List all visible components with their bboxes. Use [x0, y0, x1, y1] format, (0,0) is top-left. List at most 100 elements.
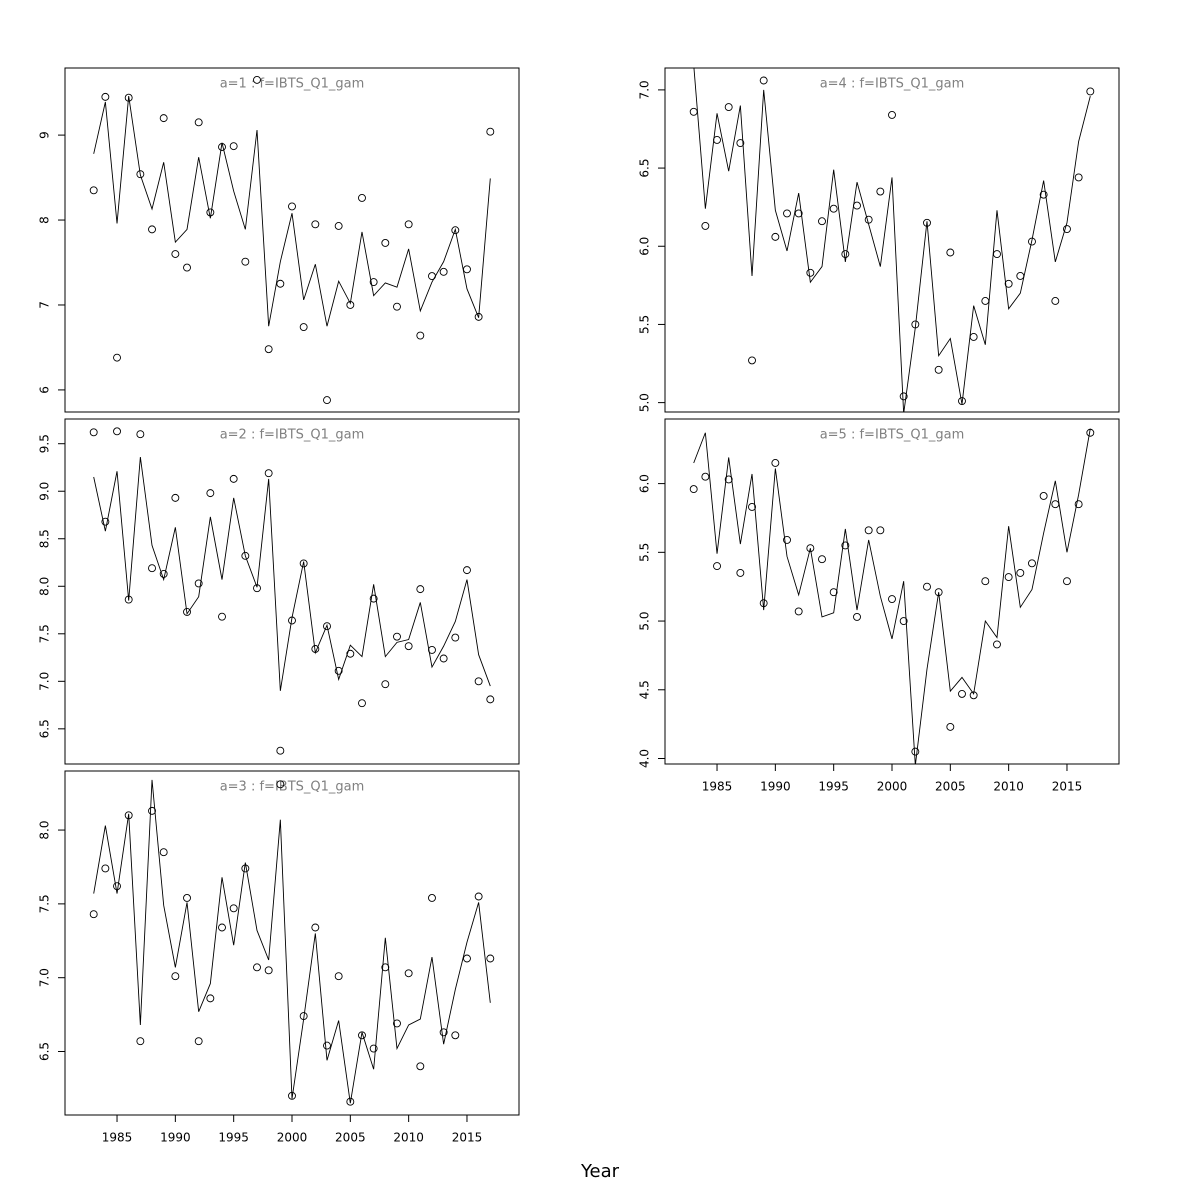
data-point [1039, 190, 1048, 199]
data-point [101, 864, 110, 873]
data-point [911, 747, 920, 756]
x-tick-label: 1995 [818, 780, 849, 794]
data-point [148, 564, 156, 573]
data-point [241, 864, 250, 873]
data-point [1039, 492, 1048, 500]
data-point [701, 221, 710, 230]
data-point [841, 250, 850, 259]
data-point [794, 607, 803, 616]
y-tick-label: 7.0 [38, 968, 52, 987]
data-point [276, 780, 285, 789]
data-point [183, 894, 191, 902]
y-tick-label: 8.5 [38, 529, 52, 548]
data-point [241, 551, 250, 560]
data-point [183, 263, 191, 272]
panel-frame [64, 418, 520, 765]
data-point [474, 677, 483, 686]
data-point [829, 204, 838, 213]
y-tick-label: 4.5 [638, 680, 652, 699]
panel-frame [64, 67, 520, 413]
y-tick-label: 5.0 [638, 393, 652, 412]
data-point [864, 526, 873, 535]
data-point [818, 217, 826, 226]
data-point [1004, 279, 1013, 288]
data-point [993, 640, 1001, 649]
data-point [829, 588, 838, 597]
x-tick-label: 1985 [102, 1131, 133, 1145]
data-point [171, 493, 180, 502]
y-tick-label: 6.0 [638, 474, 652, 493]
data-point [323, 396, 331, 405]
data-point [346, 649, 355, 658]
data-point [299, 323, 308, 332]
y-tick-label: 7.5 [38, 624, 52, 643]
data-point [171, 250, 180, 258]
data-point [806, 268, 815, 277]
data-point [1063, 577, 1071, 586]
fitted-line [93, 456, 491, 691]
data-point [1051, 500, 1060, 509]
data-point [876, 526, 885, 535]
data-point [416, 585, 425, 594]
data-point [451, 1031, 460, 1040]
y-tick-label: 7.0 [38, 672, 52, 691]
y-tick-label: 6.0 [638, 237, 652, 256]
y-tick-label: 7.0 [638, 80, 652, 99]
data-point [229, 142, 238, 151]
data-point [113, 353, 121, 362]
data-point [136, 170, 145, 179]
data-point [404, 220, 413, 229]
data-point [958, 397, 966, 406]
data-point [759, 76, 768, 85]
data-point [264, 345, 273, 354]
data-point [159, 114, 168, 123]
data-point [113, 882, 121, 891]
data-point [206, 994, 215, 1003]
data-point [369, 278, 378, 286]
plot-area [89, 75, 495, 405]
data-point [334, 666, 343, 675]
x-tick-label: 1990 [160, 1131, 191, 1145]
x-tick-label: 2000 [277, 1131, 308, 1145]
data-point [101, 92, 110, 101]
x-tick-label: 2005 [335, 1131, 366, 1145]
data-point [946, 248, 955, 257]
data-point [888, 595, 896, 604]
data-point [899, 617, 908, 626]
x-tick-label: 2010 [993, 780, 1024, 794]
data-point [159, 569, 168, 578]
y-tick-label: 6.5 [38, 719, 52, 738]
data-point [229, 474, 238, 483]
y-tick-label: 5.5 [638, 315, 652, 334]
fitted-line [693, 68, 1091, 412]
data-point [206, 208, 215, 217]
data-point [748, 503, 756, 511]
x-tick-label: 2015 [1052, 780, 1083, 794]
data-point [689, 107, 698, 116]
x-tick-label: 2015 [452, 1131, 483, 1145]
fitted-line [93, 779, 491, 1104]
data-point [299, 559, 308, 568]
data-point [771, 232, 780, 241]
data-point [89, 910, 98, 919]
data-point [463, 954, 471, 963]
data-point [148, 225, 156, 234]
data-point [358, 194, 366, 202]
y-tick-label: 8.0 [38, 821, 52, 840]
data-point [713, 562, 721, 571]
data-point [841, 541, 850, 550]
data-point [416, 331, 425, 340]
y-tick-label: 9 [38, 131, 52, 139]
data-point [229, 904, 238, 913]
data-point [253, 75, 261, 84]
data-point [159, 848, 168, 857]
data-point [701, 472, 710, 481]
data-point [194, 579, 203, 588]
x-tick-label: 1995 [218, 1131, 249, 1145]
panel-title: a=1 : f=IBTS_Q1_gam [220, 77, 365, 92]
y-tick-label: 9.5 [38, 434, 52, 453]
data-point [124, 93, 133, 102]
y-tick-label: 6 [38, 386, 52, 394]
